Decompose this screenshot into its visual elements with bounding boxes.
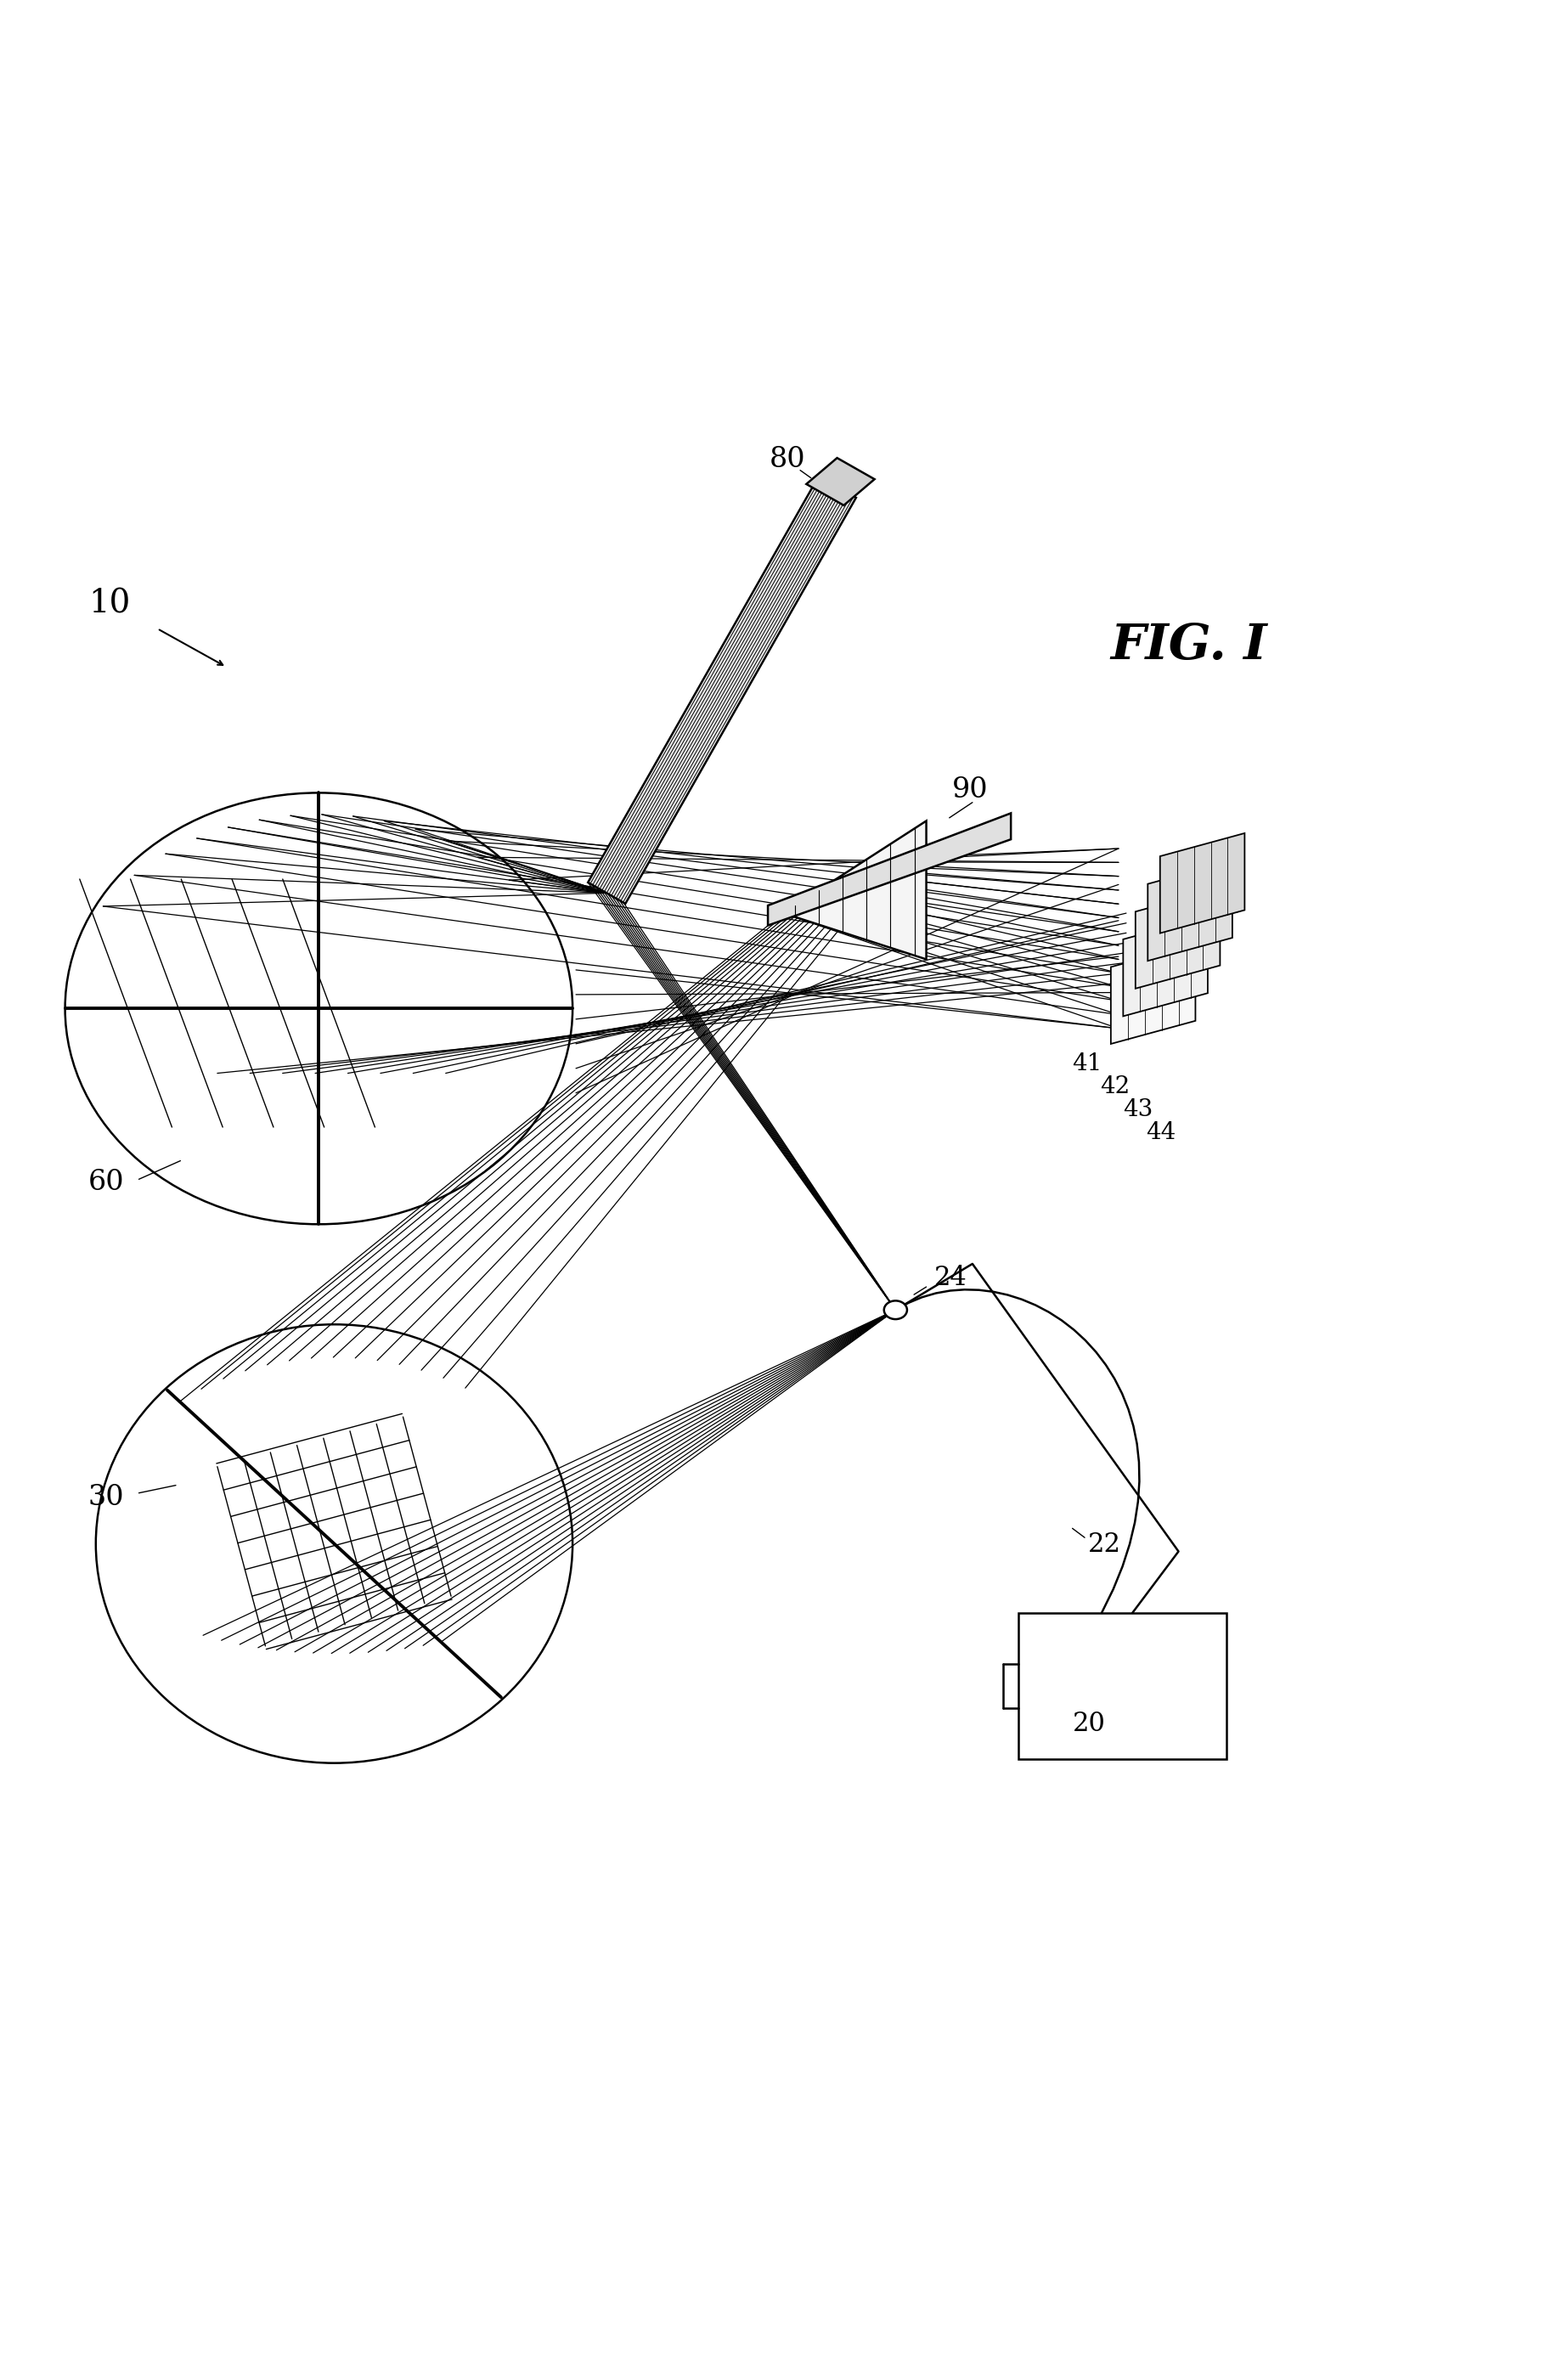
Text: 90: 90 — [952, 776, 989, 804]
Polygon shape — [806, 457, 874, 505]
Polygon shape — [589, 476, 856, 904]
Text: 30: 30 — [88, 1485, 124, 1511]
Text: 20: 20 — [1072, 1711, 1105, 1737]
Polygon shape — [783, 821, 927, 959]
Text: FIG. I: FIG. I — [1111, 621, 1267, 671]
Text: 10: 10 — [88, 588, 130, 621]
Text: 24: 24 — [935, 1264, 967, 1292]
Polygon shape — [1148, 862, 1233, 962]
Polygon shape — [1123, 916, 1208, 1016]
Text: 22: 22 — [1088, 1530, 1122, 1557]
Text: 60: 60 — [88, 1169, 124, 1195]
Polygon shape — [1136, 888, 1221, 988]
Polygon shape — [1111, 945, 1196, 1045]
Text: 40: 40 — [1211, 892, 1244, 919]
Text: 41: 41 — [1072, 1052, 1103, 1076]
Bar — [1018, 1614, 1227, 1759]
Text: 44: 44 — [1146, 1121, 1176, 1145]
Ellipse shape — [884, 1302, 907, 1319]
Text: 43: 43 — [1123, 1097, 1153, 1121]
Text: 42: 42 — [1100, 1076, 1129, 1097]
Text: 80: 80 — [769, 445, 805, 474]
Polygon shape — [768, 814, 1010, 926]
Polygon shape — [1160, 833, 1245, 933]
